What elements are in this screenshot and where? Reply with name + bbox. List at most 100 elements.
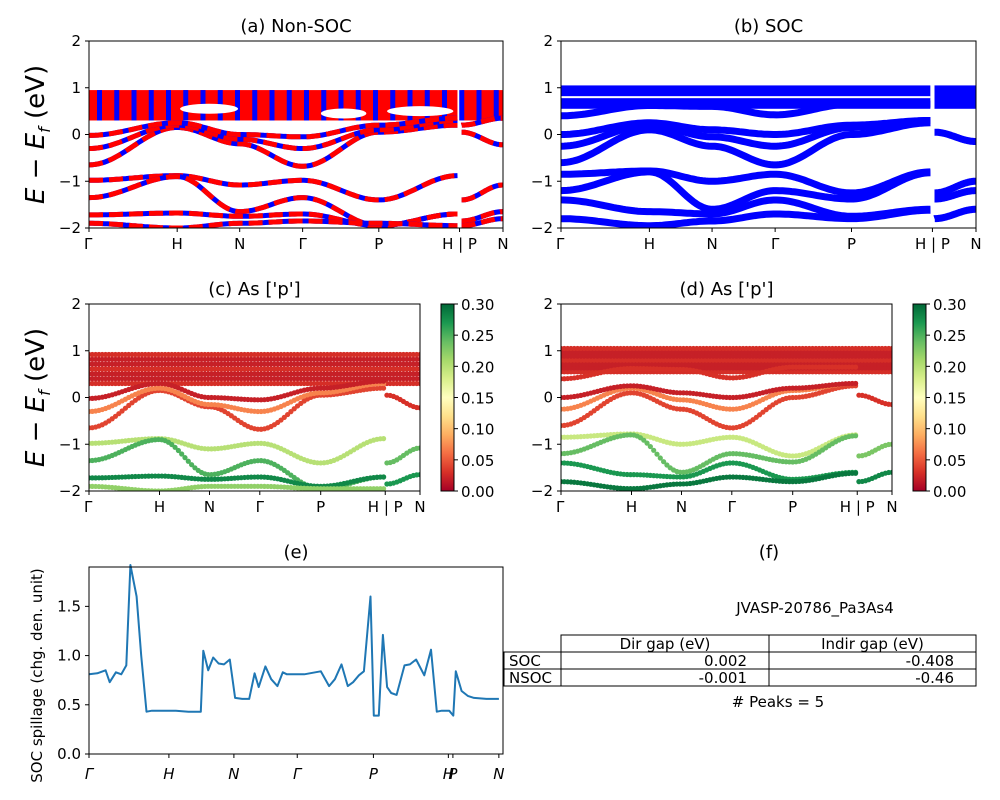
band-line — [561, 206, 931, 228]
spillage-line — [88, 564, 499, 717]
y-tick-label: −1 — [531, 435, 553, 453]
band-point — [889, 361, 892, 367]
dense-band-stripe — [114, 90, 120, 121]
x-tick-label: N — [706, 235, 717, 253]
y-tick-label: −1 — [531, 172, 553, 190]
label-part: f — [35, 125, 54, 133]
x-tick-label: P — [788, 498, 797, 516]
band-point — [889, 401, 892, 408]
x-tick-label: Γ — [728, 498, 737, 516]
band-point — [172, 444, 178, 450]
panel-e: 0.00.51.01.5Γ H N Γ P HP N(e)SOC spillage (chg… — [28, 542, 504, 783]
x-tick-label: Γ — [298, 235, 307, 253]
axes-frame — [88, 566, 504, 755]
band-point — [889, 357, 892, 363]
band-line-dashed — [89, 122, 458, 169]
y-tick-label: 0.0 — [57, 745, 81, 763]
band-point — [889, 365, 892, 371]
x-tick-label: N — [497, 235, 508, 253]
panel-title: (e) — [283, 542, 308, 563]
label-part: E — [21, 187, 51, 204]
band-gap — [320, 108, 367, 119]
band-line — [934, 187, 976, 203]
band-point — [644, 440, 650, 446]
band-line-dashed — [89, 173, 458, 203]
band-point — [889, 349, 892, 355]
colorbar-tick-label: 0.25 — [933, 327, 966, 345]
y-tick-label: −2 — [59, 482, 81, 500]
x-tick-label: Γ — [293, 765, 303, 783]
y-tick-label: 0 — [71, 126, 81, 144]
y-axis-label: E − Ef (eV) — [21, 328, 54, 467]
table-header-cell: Dir gap (eV) — [620, 635, 711, 653]
band-gap — [387, 106, 454, 117]
x-tick-label: H — [154, 498, 165, 516]
band-line — [934, 128, 976, 145]
y-tick-label: −1 — [59, 172, 81, 190]
x-tick-label: N — [886, 498, 897, 516]
x-tick-label: N — [228, 765, 239, 783]
x-tick-label: N — [414, 498, 425, 516]
y-tick-label: −2 — [59, 219, 81, 237]
colorbar-tick-label: 0.10 — [933, 421, 966, 439]
colorbar-tick-label: 0.15 — [461, 390, 494, 408]
y-tick-label: 0 — [543, 389, 553, 407]
table-row-label: SOC — [509, 652, 541, 670]
x-tick-label: P — [847, 235, 856, 253]
colorbar-tick-label: 0.10 — [461, 421, 494, 439]
band-point — [380, 486, 387, 491]
dense-band-stripe — [183, 90, 189, 121]
band-line — [561, 117, 931, 138]
y-axis-label: SOC spillage (chg. den. unit) — [28, 568, 46, 783]
dense-band-block — [934, 85, 976, 109]
y-tick-label: 1 — [543, 79, 553, 97]
x-tick-label: H — [443, 765, 454, 783]
dense-band-stripe — [304, 90, 309, 121]
x-tick-label: N — [234, 235, 245, 253]
dense-band-stripe — [424, 90, 430, 121]
x-tick-label: P — [374, 235, 383, 253]
y-tick-label: 1.5 — [57, 597, 81, 615]
panel-c: 210−1−2Γ H N Γ P H | P N(c) As ['p']E − Ef (eV… — [21, 279, 426, 516]
panel-title: (d) As ['p'] — [680, 279, 774, 300]
band-point — [175, 447, 181, 454]
band-line-dashed — [461, 129, 503, 148]
y-tick-label: 1 — [543, 342, 553, 360]
x-tick-label: Γ — [85, 765, 95, 783]
band-point — [189, 462, 195, 468]
band-point — [889, 441, 892, 447]
band-line-dashed — [461, 209, 503, 224]
table-row-label: NSOC — [509, 669, 552, 687]
band-line-dashed — [89, 115, 458, 140]
band-line — [561, 119, 931, 169]
label-part: − — [21, 412, 51, 450]
x-tick-label: N — [204, 498, 215, 516]
band-line-dashed — [89, 118, 458, 151]
dense-band-stripe — [338, 90, 344, 121]
x-tick-label: H | P — [442, 235, 477, 253]
band-point — [182, 455, 188, 461]
band-point — [417, 361, 420, 367]
dense-band-stripe — [459, 90, 465, 121]
colorbar-tick-label: 0.00 — [461, 483, 494, 501]
x-tick-label: H — [644, 235, 655, 253]
x-tick-label: Γ — [84, 498, 93, 516]
band-line-dashed — [460, 115, 503, 128]
band-point — [417, 376, 420, 382]
y-tick-label: 0 — [543, 126, 553, 144]
band-point — [889, 369, 892, 375]
dense-band-stripe — [321, 90, 327, 121]
band-point — [417, 380, 420, 387]
dense-band-stripe — [252, 90, 258, 121]
table-footer: # Peaks = 5 — [732, 693, 824, 711]
band-point — [654, 451, 660, 457]
table-cell: -0.001 — [699, 669, 747, 687]
colorbar-tick-label: 0.25 — [461, 327, 494, 345]
colorbar-tick-label: 0.00 — [933, 483, 966, 501]
band-point — [661, 459, 667, 465]
colorbar-tick-label: 0.30 — [461, 296, 494, 314]
band-point — [417, 472, 420, 478]
band-point — [417, 405, 420, 411]
band-line-dashed — [461, 216, 503, 228]
